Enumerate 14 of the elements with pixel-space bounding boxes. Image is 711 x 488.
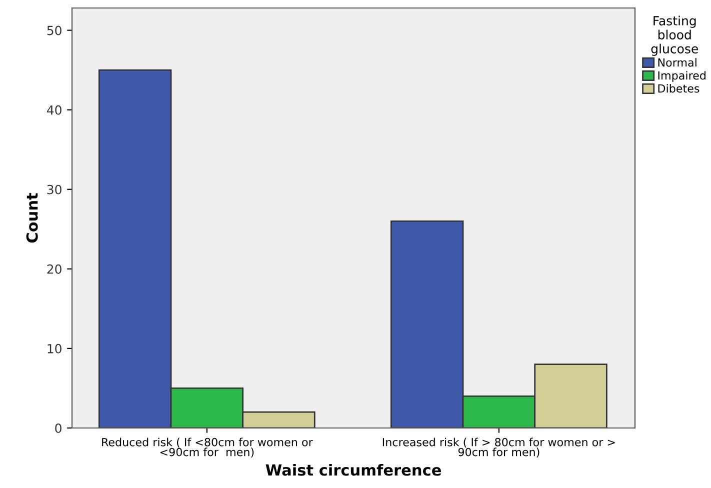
legend-label: Normal bbox=[658, 58, 696, 67]
x-tick-label: Reduced risk ( If <80cm for women or <90cm for men) bbox=[102, 438, 313, 458]
y-tick-label: 50 bbox=[47, 26, 62, 36]
legend-title: Fasting blood glucose bbox=[651, 16, 698, 56]
legend-label: Impaired bbox=[658, 71, 706, 82]
y-tick-label: 0 bbox=[55, 423, 62, 433]
y-tick-label: 40 bbox=[46, 105, 62, 115]
y-tick-label: 10 bbox=[48, 344, 62, 354]
x-tick-label: Increased risk ( If > 80cm for women or > 90cm for men) bbox=[382, 438, 615, 458]
y-tick-label: 20 bbox=[47, 264, 62, 274]
x-axis-title: Waist circumference bbox=[266, 464, 441, 476]
y-axis-title: Count bbox=[26, 192, 38, 243]
y-tick-label: 30 bbox=[47, 184, 62, 194]
legend-label: Dibetes bbox=[658, 84, 700, 93]
